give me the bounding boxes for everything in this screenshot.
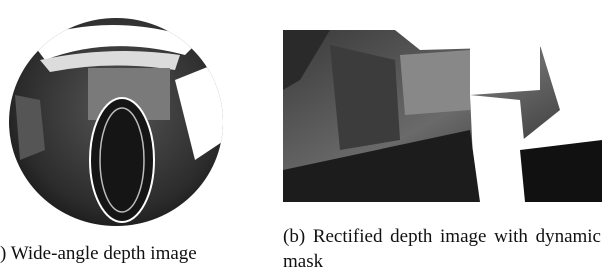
caption: ) Wide-angle depth image <box>0 241 197 266</box>
caption: (b) Rectified depth image with dynamic m… <box>283 224 601 274</box>
rectified-image <box>283 30 602 202</box>
wide-angle-image <box>0 0 240 230</box>
figure-images <box>0 0 602 230</box>
page: ) Wide-angle depth image (b) Rectified d… <box>0 0 602 269</box>
